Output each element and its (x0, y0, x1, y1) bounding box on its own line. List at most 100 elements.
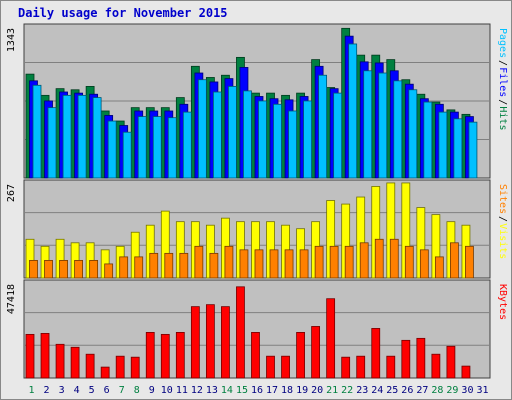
x-tick-day-2: 2 (44, 385, 50, 396)
legend-slash: / (497, 99, 508, 105)
x-tick-day-14: 14 (221, 385, 233, 396)
y-max-label: 47418 (6, 284, 17, 314)
bar-sites-day-29 (450, 242, 459, 279)
x-tick-day-23: 23 (356, 385, 368, 396)
bar-pages-day-24 (378, 72, 388, 179)
bar-pages-day-23 (363, 70, 373, 179)
bar-pages-day-29 (453, 118, 463, 179)
bar-sites-day-25 (389, 238, 399, 279)
bar-sites-day-14 (224, 245, 234, 279)
bar-kbytes-day-22 (341, 356, 351, 379)
bar-sites-day-20 (314, 245, 324, 279)
bar-sites-day-30 (465, 245, 474, 279)
legend-pages: Pages (497, 28, 508, 58)
bar-kbytes-day-27 (416, 337, 426, 379)
x-tick-day-16: 16 (251, 385, 263, 396)
bar-kbytes-day-9 (145, 332, 155, 379)
bar-kbytes-day-19 (296, 332, 305, 379)
bar-kbytes-day-15 (236, 286, 245, 379)
bar-sites-day-12 (194, 245, 204, 279)
bar-sites-day-3 (59, 259, 68, 279)
bar-pages-day-21 (333, 92, 343, 179)
x-tick-day-8: 8 (134, 385, 140, 396)
bar-pages-day-6 (107, 120, 117, 179)
bar-sites-day-15 (239, 249, 249, 279)
legend-kbytes: KBytes (497, 284, 508, 320)
bar-pages-day-28 (438, 111, 448, 179)
bar-pages-day-15 (243, 90, 252, 179)
bar-kbytes-day-26 (401, 339, 411, 379)
bar-pages-day-27 (423, 101, 433, 179)
x-tick-day-28: 28 (431, 385, 443, 396)
bar-pages-day-19 (303, 100, 312, 179)
x-tick-day-11: 11 (176, 385, 188, 396)
bar-pages-day-13 (212, 91, 222, 179)
bar-pages-day-25 (393, 80, 403, 179)
legend-slash: / (497, 60, 508, 66)
bar-pages-day-11 (182, 111, 192, 179)
x-tick-day-5: 5 (89, 385, 95, 396)
legend-slash: / (497, 216, 508, 222)
bar-sites-day-6 (104, 263, 114, 279)
bar-sites-day-9 (149, 252, 159, 279)
x-tick-day-21: 21 (326, 385, 338, 396)
bar-pages-day-9 (152, 116, 162, 179)
x-tick-day-17: 17 (266, 385, 278, 396)
x-tick-day-12: 12 (191, 385, 203, 396)
bar-pages-day-1 (32, 84, 42, 179)
x-tick-day-9: 9 (149, 385, 155, 396)
bar-kbytes-day-17 (266, 355, 275, 379)
x-tick-day-29: 29 (446, 385, 458, 396)
bar-pages-day-5 (92, 97, 102, 179)
bar-pages-day-14 (228, 86, 237, 179)
bar-sites-day-23 (359, 242, 369, 279)
bar-pages-day-2 (47, 107, 57, 179)
x-tick-day-15: 15 (236, 385, 248, 396)
bar-kbytes-day-10 (160, 333, 170, 379)
bar-sites-day-11 (179, 252, 189, 279)
x-tick-day-1: 1 (29, 385, 35, 396)
bar-sites-day-27 (419, 249, 429, 279)
bar-kbytes-day-8 (130, 356, 140, 379)
bar-kbytes-day-29 (446, 345, 456, 379)
x-tick-day-7: 7 (119, 385, 125, 396)
x-tick-day-24: 24 (371, 385, 383, 396)
bar-sites-day-2 (44, 259, 53, 279)
bar-kbytes-day-21 (326, 298, 336, 379)
bar-kbytes-day-24 (371, 328, 381, 379)
x-tick-day-22: 22 (341, 385, 353, 396)
legend-hits: Hits (497, 106, 508, 130)
bar-pages-day-17 (273, 103, 282, 179)
x-tick-day-10: 10 (161, 385, 173, 396)
bar-kbytes-day-3 (55, 343, 65, 379)
x-tick-day-26: 26 (401, 385, 413, 396)
bar-kbytes-day-20 (311, 326, 321, 379)
bar-sites-day-13 (209, 252, 219, 279)
bar-kbytes-day-4 (70, 346, 80, 379)
legend-visits: Visits (497, 223, 508, 259)
bar-sites-day-21 (329, 245, 339, 279)
x-tick-day-13: 13 (206, 385, 218, 396)
bar-pages-day-10 (167, 117, 177, 179)
bar-sites-day-10 (164, 252, 174, 279)
bar-pages-day-8 (137, 116, 147, 179)
bar-pages-day-18 (288, 110, 297, 179)
bar-pages-day-7 (122, 131, 132, 179)
x-tick-day-27: 27 (416, 385, 428, 396)
bar-sites-day-28 (434, 256, 444, 279)
bar-kbytes-day-18 (281, 355, 290, 379)
legend-sites: Sites (497, 184, 508, 214)
x-tick-day-19: 19 (296, 385, 308, 396)
bar-sites-day-24 (374, 238, 384, 279)
bar-sites-day-5 (89, 259, 99, 279)
y-max-label: 267 (6, 184, 17, 202)
bar-kbytes-day-12 (190, 306, 200, 379)
bar-kbytes-day-2 (40, 332, 50, 379)
bar-kbytes-day-6 (100, 366, 110, 379)
bar-sites-day-19 (299, 249, 309, 279)
legend-files: Files (497, 67, 508, 97)
x-tick-day-3: 3 (59, 385, 65, 396)
x-tick-day-31: 31 (476, 385, 488, 396)
bar-kbytes-day-28 (431, 353, 441, 379)
